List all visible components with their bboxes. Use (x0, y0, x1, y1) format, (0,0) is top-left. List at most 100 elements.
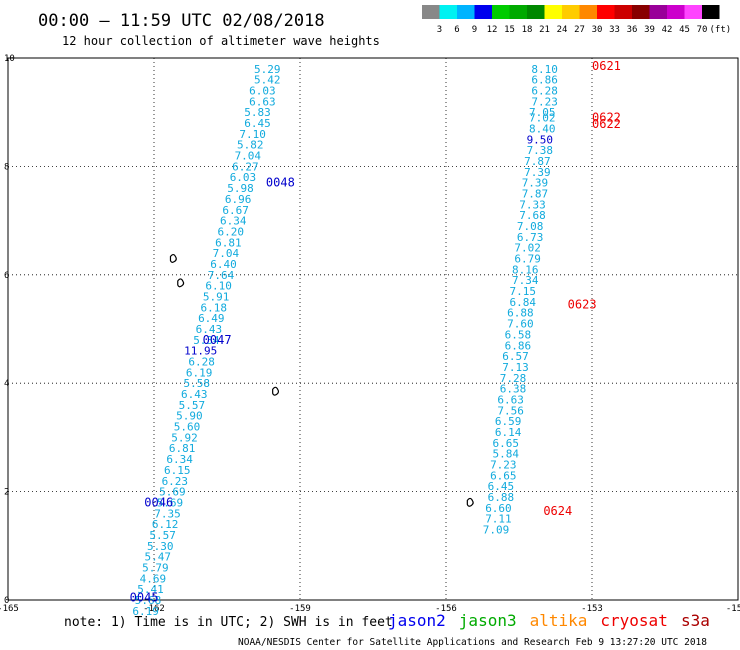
wave-height-label: 5.98 (227, 182, 254, 195)
legend-item: cryosat (600, 611, 667, 630)
wave-height-label: 7.28 (500, 372, 527, 385)
pass-time-label: 0622 (592, 117, 621, 131)
land-outline (272, 386, 280, 396)
wave-height-label: 6.14 (495, 426, 522, 439)
wave-height-label: 7.33 (519, 198, 546, 211)
colorbar-swatch (457, 5, 475, 19)
wave-height-label: 5.82 (237, 139, 264, 152)
colorbar-label: 45 (679, 25, 690, 35)
pass-time-label: 0047 (203, 333, 232, 347)
wave-height-label: 7.09 (483, 524, 510, 537)
colorbar-swatch (649, 5, 667, 19)
wave-height-label: 6.34 (220, 215, 247, 228)
wave-height-label: 6.63 (249, 95, 276, 108)
wave-height-label: 7.23 (490, 459, 517, 472)
wave-height-label: 5.60 (174, 421, 201, 434)
wave-height-label: 8.10 (531, 63, 558, 76)
wave-height-label: 6.03 (249, 85, 276, 98)
wave-height-label: 5.79 (142, 561, 169, 574)
x-tick-label: -162 (143, 604, 165, 614)
wave-height-label: 6.15 (164, 464, 191, 477)
wave-height-label: 6.38 (500, 383, 527, 396)
wave-height-label: 11.95 (184, 345, 217, 358)
wave-height-label: 5.29 (254, 63, 281, 76)
wave-height-label: 5.68 (135, 594, 162, 607)
wave-height-label: 7.68 (519, 209, 546, 222)
wave-height-label: 5.91 (203, 290, 230, 303)
colorbar-swatch (527, 5, 545, 19)
colorbar-swatch (492, 5, 510, 19)
colorbar-label: 6 (454, 25, 459, 35)
colorbar-swatch (509, 5, 527, 19)
wave-height-label: 6.63 (497, 393, 524, 406)
wave-height-label: 7.08 (517, 220, 544, 233)
legend: jason2 jason3 altika cryosat s3a (388, 611, 710, 630)
wave-height-label: 6.81 (169, 442, 196, 455)
colorbar-label: 3 (437, 25, 442, 35)
grid (8, 58, 738, 600)
wave-height-label: 7.35 (154, 507, 181, 520)
wave-height-label: 6.28 (188, 356, 215, 369)
wave-height-label: 7.04 (213, 247, 240, 260)
colorbar-swatch (579, 5, 597, 19)
wave-height-label: 5.84 (493, 448, 520, 461)
colorbar-label: 30 (592, 25, 603, 35)
wave-height-label: 6.57 (502, 350, 529, 363)
data-marks: 5.295.426.036.635.836.457.105.827.046.27… (130, 59, 621, 618)
wave-height-label: 6.65 (490, 469, 517, 482)
legend-item: s3a (681, 611, 710, 630)
colorbar-label: 15 (504, 25, 515, 35)
colorbar-swatch (684, 5, 702, 19)
wave-height-label: 6.60 (485, 502, 512, 515)
pass-time-label: 0621 (592, 59, 621, 73)
colorbar-swatch (632, 5, 650, 19)
pass-time-label: 0623 (568, 298, 597, 312)
credit-text: NOAA/NESDIS Center for Satellite Applica… (238, 637, 707, 648)
pass-time-label: 0046 (144, 495, 173, 509)
y-tick-label: 8 (4, 162, 9, 172)
wave-height-label: 5.57 (179, 399, 206, 412)
pass-time-label: 0045 (130, 590, 159, 604)
wave-height-label: 6.45 (488, 480, 515, 493)
colorbar-label: 21 (539, 25, 550, 35)
colorbar-label: 36 (627, 25, 638, 35)
wave-height-label: 5.57 (149, 529, 176, 542)
y-tick-label: 10 (4, 54, 15, 64)
wave-height-label: 7.15 (510, 285, 537, 298)
colorbar-label: 24 (557, 25, 568, 35)
wave-height-label: 5.41 (137, 583, 164, 596)
colorbar-swatch (474, 5, 492, 19)
wave-height-label: 6.86 (531, 74, 558, 87)
pass-time-label: 0622 (592, 111, 621, 125)
wave-height-label: 7.02 (514, 242, 541, 255)
wave-height-label: 7.13 (502, 361, 529, 374)
wave-height-label: 6.45 (244, 117, 271, 130)
wave-height-label: 5.92 (171, 431, 198, 444)
wave-height-label: 6.59 (495, 415, 522, 428)
colorbar-unit: (ft) (710, 25, 732, 35)
legend-item: jason3 (459, 611, 517, 630)
wave-height-label: 6.10 (205, 280, 232, 293)
x-tick-label: -159 (289, 604, 311, 614)
wave-height-label: 7.87 (522, 188, 549, 201)
wave-height-label: 6.12 (152, 518, 179, 531)
wave-height-label: 7.38 (527, 144, 554, 157)
wave-height-label: 6.28 (531, 85, 558, 98)
wave-height-label: 6.49 (198, 312, 225, 325)
colorbar-swatch (597, 5, 615, 19)
wave-height-label: 6.19 (186, 366, 213, 379)
wave-height-label: 6.19 (132, 605, 159, 618)
colorbar-label: 12 (487, 25, 498, 35)
legend-item: jason2 (388, 611, 446, 630)
colorbar-swatch (544, 5, 562, 19)
wave-height-label: 7.56 (497, 404, 524, 417)
wave-height-label: 6.27 (232, 160, 259, 173)
y-tick-label: 2 (4, 488, 9, 498)
wave-height-label: 6.43 (181, 388, 208, 401)
land-features (169, 253, 474, 507)
colorbar-label: 33 (609, 25, 620, 35)
wave-height-label: 7.64 (208, 269, 235, 282)
colorbar-swatch (562, 5, 580, 19)
wave-height-label: 6.67 (222, 204, 249, 217)
